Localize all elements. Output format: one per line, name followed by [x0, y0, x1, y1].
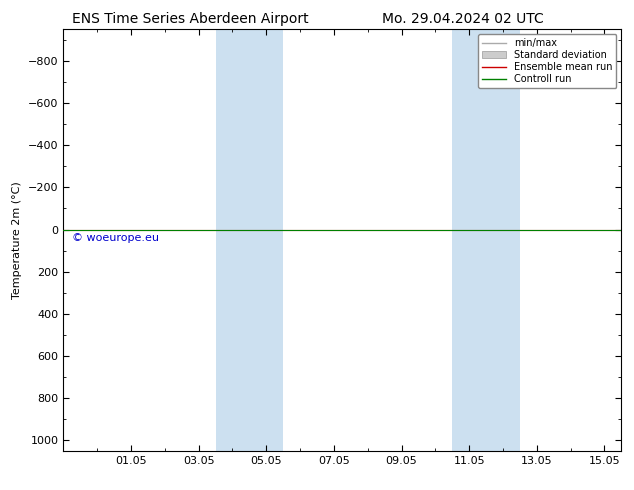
- Text: © woeurope.eu: © woeurope.eu: [72, 233, 158, 243]
- Bar: [486, 29, 520, 451]
- Text: ENS Time Series Aberdeen Airport: ENS Time Series Aberdeen Airport: [72, 12, 309, 26]
- Bar: [216, 29, 249, 451]
- Text: Mo. 29.04.2024 02 UTC: Mo. 29.04.2024 02 UTC: [382, 12, 544, 26]
- Bar: [249, 29, 283, 451]
- Y-axis label: Temperature 2m (°C): Temperature 2m (°C): [13, 181, 22, 299]
- Legend: min/max, Standard deviation, Ensemble mean run, Controll run: min/max, Standard deviation, Ensemble me…: [478, 34, 616, 88]
- Bar: [452, 29, 486, 451]
